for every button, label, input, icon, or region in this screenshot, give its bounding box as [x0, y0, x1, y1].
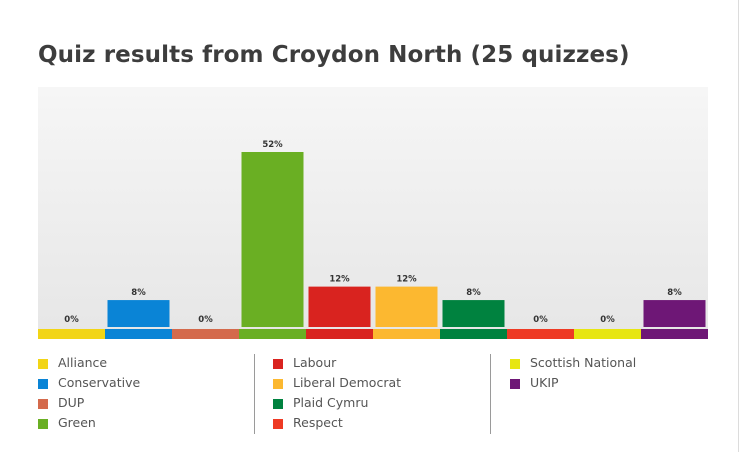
legend-label: Scottish National — [530, 355, 637, 370]
legend-swatch — [510, 379, 520, 389]
legend-label: Labour — [293, 355, 337, 370]
data-label: 52% — [262, 140, 283, 150]
legend-label: Respect — [293, 415, 343, 430]
data-label: 8% — [466, 288, 481, 298]
data-label: 0% — [600, 315, 615, 325]
baseline-strip-conservative — [105, 329, 173, 339]
data-label: 0% — [64, 315, 79, 325]
baseline-strip-green — [239, 329, 307, 339]
legend-label: DUP — [58, 395, 85, 410]
bar-plaid-cymru[interactable] — [442, 300, 505, 327]
legend-swatch — [273, 399, 283, 409]
legend-swatch — [273, 379, 283, 389]
data-label: 8% — [131, 288, 146, 298]
data-label: 12% — [396, 275, 417, 285]
baseline-strip-ukip — [641, 329, 708, 339]
baseline-strip-respect — [507, 329, 575, 339]
legend-label: Green — [58, 415, 96, 430]
bar-chart: 0% 8% 0% 52% 12% 12% 8% 0% 0% 8% — [38, 140, 708, 339]
legend: Alliance Conservative DUP Green Labour Libera… — [38, 354, 708, 436]
baseline-strip-labour — [306, 329, 374, 339]
baseline-strip-liberal-democrat — [373, 329, 441, 339]
baseline-strip-dup — [172, 329, 240, 339]
chart-title: Quiz results from Croydon North (25 quiz… — [38, 42, 630, 68]
legend-swatch — [510, 359, 520, 369]
data-label: 8% — [667, 288, 682, 298]
legend-label: Conservative — [58, 375, 141, 390]
legend-label: UKIP — [530, 375, 559, 390]
plot-area: 0% 8% 0% 52% 12% 12% 8% 0% 0% 8% — [38, 87, 708, 339]
data-label: 12% — [329, 275, 350, 285]
bar-labour[interactable] — [308, 286, 371, 327]
data-label: 0% — [533, 315, 548, 325]
baseline-strip-scottish-national — [574, 329, 642, 339]
bar-liberal-democrat[interactable] — [375, 286, 438, 327]
baseline-strip-alliance — [38, 329, 106, 339]
legend-swatch — [38, 399, 48, 409]
legend-swatch — [38, 359, 48, 369]
legend-divider — [490, 354, 491, 434]
legend-swatch — [38, 419, 48, 429]
legend-swatch — [38, 379, 48, 389]
legend-divider — [254, 354, 255, 434]
data-label: 0% — [198, 315, 213, 325]
legend-label: Plaid Cymru — [293, 395, 369, 410]
bar-green[interactable] — [241, 152, 304, 327]
legend-label: Liberal Democrat — [293, 375, 402, 390]
bar-conservative[interactable] — [107, 300, 170, 327]
baseline-strip-plaid-cymru — [440, 329, 508, 339]
bar-ukip[interactable] — [643, 300, 706, 327]
legend-swatch — [273, 419, 283, 429]
legend-swatch — [273, 359, 283, 369]
panel-border — [738, 0, 739, 452]
legend-label: Alliance — [58, 355, 108, 370]
